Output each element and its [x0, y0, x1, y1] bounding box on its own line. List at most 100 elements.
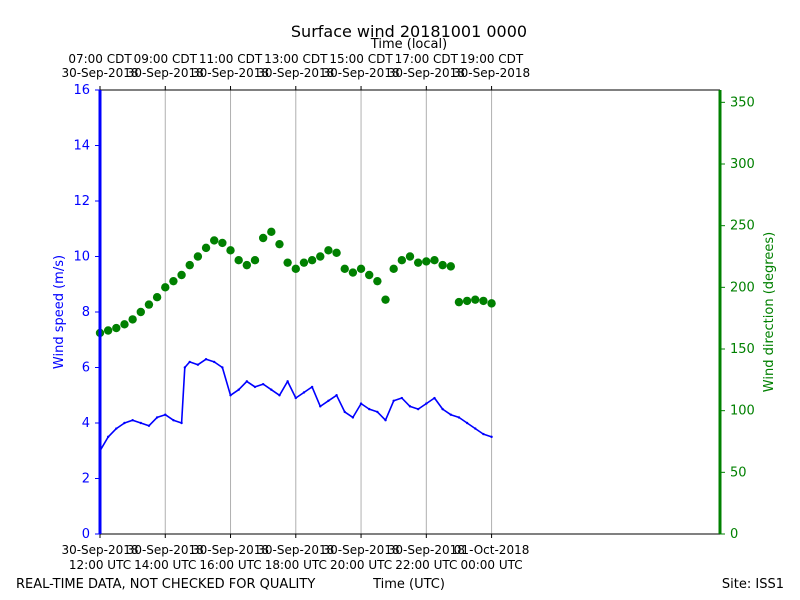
wind-speed-point: [237, 388, 240, 391]
wind-speed-point: [335, 394, 338, 397]
wind-speed-point: [384, 419, 387, 422]
right-tick-label: 150: [730, 342, 755, 357]
wind-direction-point: [267, 227, 276, 237]
left-tick-label: 0: [82, 527, 90, 542]
quality-disclaimer: REAL-TIME DATA, NOT CHECKED FOR QUALITY: [16, 577, 315, 592]
right-tick-label: 200: [730, 280, 755, 295]
x-tick-label-bottom-time: 14:00 UTC: [134, 558, 196, 572]
wind-speed-point: [310, 385, 314, 389]
wind-direction-point: [479, 296, 488, 306]
wind-direction-point: [471, 295, 480, 304]
x-tick-label-bottom-time: 18:00 UTC: [265, 558, 327, 572]
wind-direction-point: [487, 299, 496, 308]
x-tick-label-bottom-date: 30-Sep-2018: [388, 543, 465, 557]
wind-direction-point: [226, 246, 235, 255]
wind-direction-point: [103, 326, 113, 335]
wind-direction-point: [430, 256, 439, 265]
wind-speed-point: [286, 380, 289, 383]
wind-speed-point: [359, 402, 363, 405]
x-tick-label-bottom-date: 30-Sep-2018: [127, 543, 204, 557]
top-axis-label: Time (local): [370, 37, 447, 52]
wind-speed-point: [131, 419, 134, 422]
wind-speed-series: [98, 357, 493, 452]
wind-speed-point: [253, 385, 257, 389]
wind-direction-point: [438, 260, 447, 270]
wind-speed-point: [183, 366, 187, 369]
wind-direction-point: [340, 264, 349, 274]
wind-direction-point: [185, 260, 194, 270]
wind-speed-point: [441, 407, 444, 411]
wind-speed-point: [433, 396, 436, 400]
wind-direction-point: [161, 283, 170, 292]
wind-speed-point: [449, 413, 452, 416]
wind-direction-point: [144, 300, 154, 309]
right-axis-label: Wind direction (degrees): [762, 232, 777, 392]
wind-direction-point: [389, 264, 398, 274]
x-tick-label-top-date: 30-Sep-2018: [388, 66, 465, 80]
x-tick-label-bottom-date: 30-Sep-2018: [192, 543, 269, 557]
wind-speed-point: [270, 388, 273, 391]
x-tick-label-bottom-date: 30-Sep-2018: [257, 543, 334, 557]
wind-direction-point: [177, 270, 186, 280]
wind-direction-point: [258, 233, 268, 243]
wind-direction-point: [365, 270, 374, 280]
left-axis-label: Wind speed (m/s): [52, 255, 67, 369]
wind-direction-series: [95, 227, 496, 338]
wind-speed-point: [213, 360, 216, 364]
left-tick-label: 4: [82, 416, 90, 431]
wind-direction-point: [299, 258, 309, 267]
wind-speed-point: [482, 432, 485, 436]
left-tick-label: 6: [82, 361, 90, 376]
wind-speed-point: [368, 407, 371, 411]
wind-speed-point: [474, 427, 477, 430]
x-tick-label-top-date: 30-Sep-2018: [192, 66, 269, 80]
wind-speed-point: [139, 421, 142, 425]
wind-speed-point: [172, 419, 175, 422]
wind-direction-point: [446, 262, 455, 271]
wind-speed-point: [465, 421, 469, 425]
wind-speed-point: [147, 424, 151, 427]
wind-direction-point: [397, 256, 407, 265]
wind-direction-point: [348, 268, 358, 277]
x-tick-label-top-date: 30-Sep-2018: [257, 66, 334, 80]
left-tick-label: 2: [82, 472, 90, 487]
left-tick-label: 10: [73, 250, 90, 265]
wind-direction-point: [242, 260, 252, 270]
wind-speed-point: [196, 363, 200, 366]
wind-speed-point: [400, 396, 404, 400]
x-tick-label-bottom-time: 16:00 UTC: [199, 558, 261, 572]
wind-speed-point: [343, 410, 346, 414]
bottom-axis-label: Time (UTC): [372, 577, 445, 592]
wind-speed-point: [490, 435, 493, 439]
wind-direction-point: [454, 297, 464, 307]
wind-direction-point: [356, 264, 366, 274]
left-tick-label: 8: [82, 305, 90, 320]
wind-direction-point: [218, 238, 227, 248]
wind-direction-point: [275, 239, 284, 249]
wind-speed-point: [229, 394, 232, 397]
wind-speed-point: [278, 394, 281, 397]
right-tick-label: 350: [730, 95, 755, 110]
wind-direction-point: [413, 258, 423, 267]
wind-direction-point: [291, 264, 300, 274]
wind-direction-point: [316, 252, 325, 261]
wind-direction-point: [283, 258, 292, 267]
x-tick-label-top-time: 15:00 CDT: [329, 52, 393, 66]
wind-direction-point: [462, 296, 472, 306]
x-tick-label-top-time: 09:00 CDT: [134, 52, 198, 66]
right-tick-label: 300: [730, 157, 755, 172]
wind-speed-point: [261, 382, 265, 386]
wind-direction-point: [422, 257, 431, 266]
wind-speed-point: [351, 416, 355, 419]
wind-speed-point: [245, 380, 249, 383]
x-tick-label-top-time: 19:00 CDT: [460, 52, 524, 66]
right-tick-label: 100: [730, 404, 755, 419]
wind-speed-point: [457, 416, 461, 419]
wind-speed-point: [327, 399, 330, 402]
wind-direction-point: [250, 256, 260, 265]
wind-direction-point: [136, 307, 145, 317]
x-tick-label-bottom-date: 01-Oct-2018: [454, 543, 530, 557]
wind-direction-point: [332, 248, 341, 257]
